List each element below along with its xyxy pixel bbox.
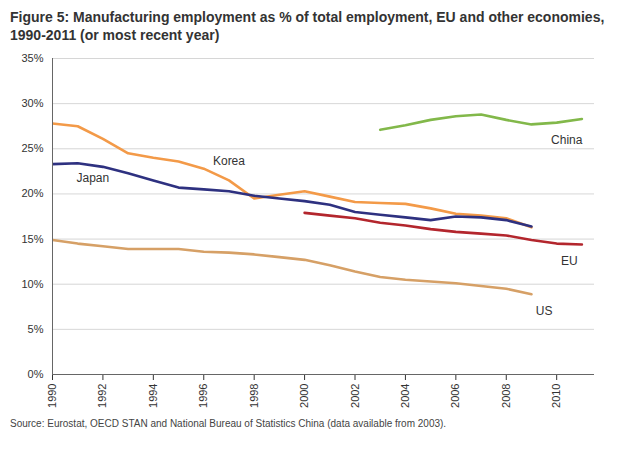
svg-text:30%: 30%	[21, 97, 43, 109]
svg-text:5%: 5%	[28, 323, 44, 335]
svg-text:1998: 1998	[248, 384, 260, 408]
svg-text:20%: 20%	[21, 187, 43, 199]
svg-text:EU: EU	[561, 254, 578, 268]
svg-text:2010: 2010	[550, 384, 562, 408]
html-text:Source: Eurostat, OECD STAN an: Source: Eurostat, OECD STAN and National…	[10, 418, 447, 429]
svg-text:2008: 2008	[500, 384, 512, 408]
svg-text:25%: 25%	[21, 142, 43, 154]
svg-text:2002: 2002	[349, 384, 361, 408]
svg-text:10%: 10%	[21, 278, 43, 290]
svg-text:1994: 1994	[147, 384, 159, 408]
svg-text:2004: 2004	[399, 384, 411, 408]
svg-text:US: US	[536, 304, 553, 318]
svg-text:0%: 0%	[28, 368, 44, 380]
svg-text:1992: 1992	[96, 384, 108, 408]
svg-text:1990: 1990	[46, 384, 58, 408]
svg-text:China: China	[551, 133, 583, 147]
svg-text:Japan: Japan	[76, 171, 109, 185]
svg-text:1996: 1996	[197, 384, 209, 408]
svg-text:2006: 2006	[449, 384, 461, 408]
svg-text:2000: 2000	[298, 384, 310, 408]
html-text:Figure 5: Manufacturing employ: Figure 5: Manufacturing employment as % …	[10, 9, 605, 43]
svg-text:15%: 15%	[21, 233, 43, 245]
svg-text:Korea: Korea	[213, 154, 245, 168]
svg-text:35%: 35%	[21, 52, 43, 64]
